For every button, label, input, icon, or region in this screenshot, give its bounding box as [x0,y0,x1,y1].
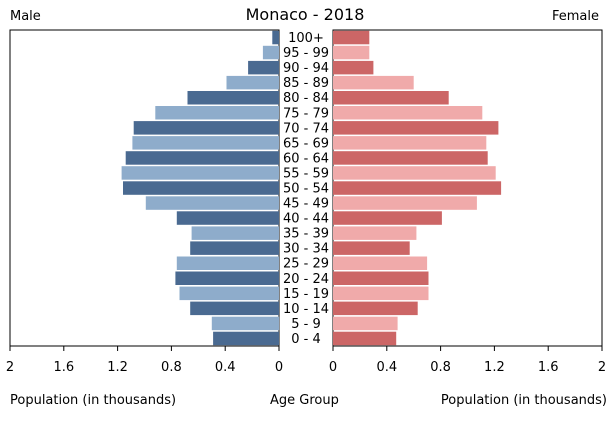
female-bar-10-14 [333,301,418,316]
female-bar-75-79 [333,106,483,120]
female-bar-40-44 [333,211,442,225]
age-group-label: 45 - 49 [283,197,329,212]
male-bar-35-39 [191,226,279,240]
x-axis-ticks: 2 1.6 1.2 0.8 0.4 0 0 0.4 0.8 1.2 1.6 2 [6,346,606,375]
male-bar-30-34 [190,241,279,255]
male-bars [121,30,280,346]
female-bar-0-4 [333,331,397,346]
x-tick-label: 0.8 [161,360,182,375]
age-group-label: 15 - 19 [283,287,329,302]
female-bar-20-24 [333,271,429,285]
female-bar-55-59 [333,166,496,180]
male-bar-100plus [272,30,279,45]
female-bar-35-39 [333,226,417,240]
male-bar-25-29 [176,256,279,270]
age-group-label: 65 - 69 [283,136,329,151]
x-tick-label: 1.6 [538,360,559,375]
male-bar-0-4 [213,331,279,346]
female-side-label: Female [551,9,599,24]
male-bar-10-14 [190,301,279,316]
age-group-label: 100+ [288,31,324,46]
male-bar-95-99 [262,45,279,60]
age-group-label: 90 - 94 [283,61,329,76]
age-group-label: 70 - 74 [283,121,329,136]
male-bar-85-89 [226,75,279,90]
age-group-label: 40 - 44 [283,212,329,227]
x-tick-label: 0 [275,360,283,375]
male-bar-15-19 [179,286,279,301]
x-tick-label: 0.4 [376,360,397,375]
x-tick-label: 1.6 [53,360,74,375]
female-bar-80-84 [333,91,449,105]
male-bar-5-9 [211,316,280,331]
female-bars [333,30,502,346]
x-tick-label: 2 [598,360,606,375]
female-bar-70-74 [333,121,499,135]
x-tick-label: 0.4 [215,360,236,375]
age-group-label: 5 - 9 [291,317,321,332]
female-bar-15-19 [333,286,429,301]
male-side-label: Male [10,9,41,24]
female-bar-5-9 [333,316,398,331]
female-bar-60-64 [333,151,488,165]
female-bar-85-89 [333,75,414,90]
female-bar-100plus [333,30,370,45]
age-group-label: 25 - 29 [283,257,329,272]
female-bar-50-54 [333,181,502,195]
age-group-label: 75 - 79 [283,106,329,121]
x-axis-label-center: Age Group [270,393,339,408]
chart-title: Monaco - 2018 [245,5,365,24]
age-group-label: 35 - 39 [283,227,329,242]
age-group-label: 20 - 24 [283,272,329,287]
male-bar-70-74 [133,121,279,135]
age-group-label: 95 - 99 [283,46,329,61]
x-tick-label: 1.2 [107,360,128,375]
female-bar-45-49 [333,196,477,210]
male-bar-80-84 [187,91,279,105]
female-bar-65-69 [333,136,487,150]
male-bar-65-69 [132,136,279,150]
x-axis-label-left: Population (in thousands) [10,393,177,408]
male-bar-90-94 [248,60,279,75]
age-group-label: 0 - 4 [291,332,321,347]
age-group-label: 50 - 54 [283,182,329,197]
x-axis-label-right: Population (in thousands) [440,393,607,408]
x-tick-label: 2 [6,360,14,375]
age-group-label: 60 - 64 [283,151,329,166]
age-group-label: 55 - 59 [283,167,329,182]
male-bar-55-59 [121,166,279,180]
age-group-label: 30 - 34 [283,242,329,257]
male-bar-45-49 [145,196,279,210]
male-bar-75-79 [155,106,279,120]
x-tick-label: 0.8 [430,360,451,375]
age-group-label: 85 - 89 [283,76,329,91]
female-bar-30-34 [333,241,410,255]
male-bar-50-54 [123,181,279,195]
x-tick-label: 1.2 [484,360,505,375]
female-bar-95-99 [333,45,370,60]
age-group-label: 80 - 84 [283,91,329,106]
male-bar-40-44 [176,211,279,225]
female-bar-25-29 [333,256,428,270]
age-group-label: 10 - 14 [283,302,329,317]
male-bar-60-64 [125,151,279,165]
x-tick-label: 0 [329,360,337,375]
male-bar-20-24 [175,271,279,285]
female-bar-90-94 [333,60,374,75]
